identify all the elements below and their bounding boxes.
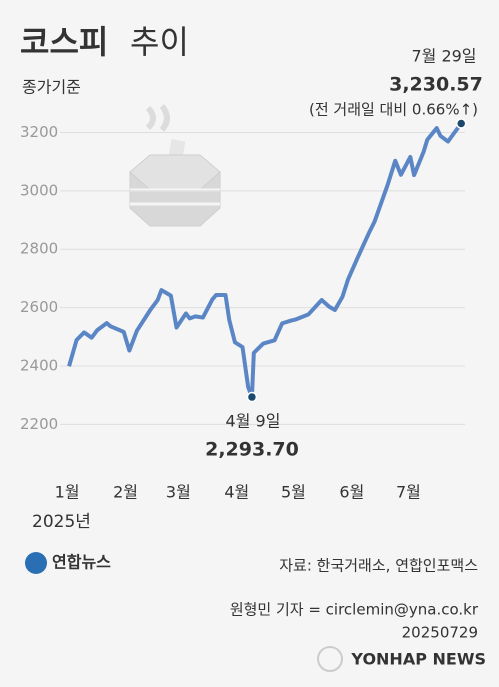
y-tick-label: 3200 — [20, 123, 58, 141]
annotation-change: (전 거래일 대비 0.66%↑) — [309, 101, 478, 119]
watermark-icon — [317, 646, 343, 672]
y-tick-label: 3000 — [20, 181, 58, 199]
date: 20250729 — [402, 624, 478, 642]
watermark: YONHAP NEWS — [350, 650, 486, 669]
line — [67, 122, 463, 400]
credit: 원형민 기자 = circlemin@yna.co.kr — [230, 601, 479, 619]
chart-title: 코스피 — [20, 23, 108, 61]
y-tick-label: 2200 — [20, 415, 58, 433]
plot-area: 2200 2400 2600 2800 3000 3200 1월 2월 3월 4월 5월 6월 7월 — [20, 118, 467, 502]
value-label: 3,230.57 — [389, 74, 483, 96]
x-axis-label: 2025년 — [32, 512, 91, 532]
x-tick-label: 5월 — [281, 483, 306, 502]
x-tick-label: 7월 — [396, 483, 421, 502]
x-tick-label: 2월 — [113, 483, 138, 502]
logo: 연합뉴스 — [52, 553, 111, 572]
y-tick-label: 2600 — [20, 298, 58, 316]
pot-icon — [129, 104, 221, 227]
chart-subtitle: 종가기준 — [22, 78, 81, 97]
annotation-date: 4월 9일 — [226, 412, 281, 431]
value-label: 2,293.70 — [205, 439, 299, 461]
x-tick-label: 6월 — [339, 483, 364, 502]
y-tick-label: 2400 — [20, 357, 58, 375]
chart-title-suffix: 추이 — [130, 23, 189, 61]
marker — [246, 391, 258, 403]
x-tick-label: 4월 — [224, 483, 249, 502]
x-tick-label: 3월 — [166, 483, 191, 502]
source: 자료: 한국거래소, 연합인포맥스 — [279, 557, 478, 575]
annotation-date: 7월 29일 — [411, 47, 476, 66]
y-tick-label: 2800 — [20, 240, 58, 258]
marker — [455, 118, 467, 129]
logo-icon — [25, 552, 47, 574]
x-tick-label: 1월 — [55, 483, 80, 502]
